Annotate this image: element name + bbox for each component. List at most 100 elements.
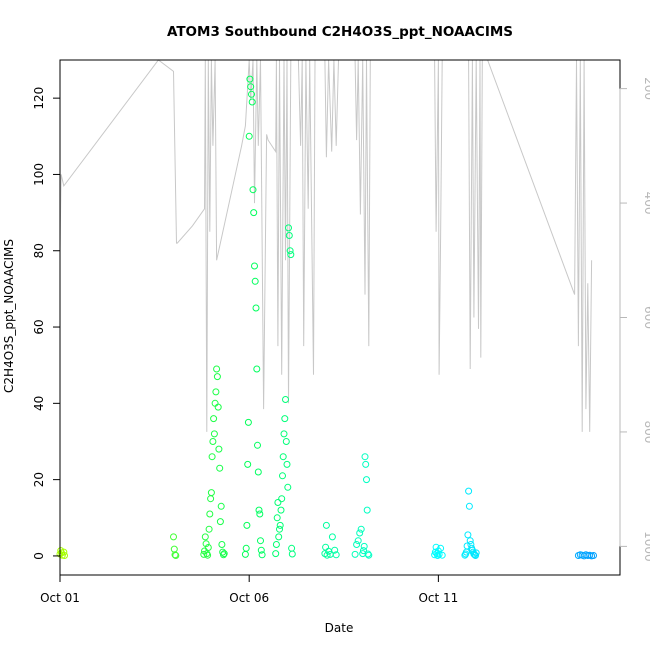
data-point (248, 90, 255, 98)
data-point (360, 547, 367, 555)
data-point (280, 430, 288, 438)
data-point (437, 544, 445, 552)
data-point (275, 533, 283, 541)
data-point (465, 502, 473, 510)
data-point (286, 247, 294, 255)
data-point (61, 552, 68, 559)
data-point (218, 541, 226, 548)
data-point (434, 552, 442, 559)
data-point (60, 548, 68, 556)
data-point (209, 438, 217, 445)
data-point (204, 551, 212, 559)
data-point (242, 544, 250, 552)
data-point (244, 418, 252, 426)
y-tick-label: 80 (32, 243, 46, 258)
data-point (328, 533, 336, 541)
y-tick-label: 40 (32, 396, 46, 411)
data-points-layer (56, 75, 597, 560)
data-point (258, 551, 266, 559)
data-point (216, 464, 224, 472)
data-point (276, 525, 283, 533)
data-point (363, 506, 371, 514)
x-tick-label: Oct 01 (40, 591, 80, 605)
data-point (464, 531, 472, 539)
data-point (282, 438, 290, 445)
data-point (254, 441, 261, 449)
data-point (243, 521, 251, 529)
data-point (288, 550, 296, 558)
data-point (281, 415, 289, 423)
data-point (251, 277, 259, 285)
data-point (206, 510, 214, 518)
data-point (256, 510, 264, 518)
y-axis: 0 20 40 60 80 100 120 (32, 87, 61, 560)
data-point (353, 541, 361, 548)
data-point (283, 460, 291, 468)
data-point (214, 403, 222, 411)
y-tick-label: 120 (32, 87, 46, 110)
data-point (213, 373, 221, 381)
data-point (257, 537, 264, 545)
y-tick-label: 100 (32, 163, 46, 186)
data-point (253, 365, 261, 373)
data-point (210, 415, 218, 423)
data-point (201, 533, 209, 541)
data-point (248, 98, 256, 106)
data-point (322, 521, 330, 529)
data-point (212, 388, 220, 396)
y-axis-label: C2H4O3S_ppt_NOAACIMS (2, 239, 16, 393)
y-tick-label: 20 (32, 472, 46, 487)
y-tick-label: 60 (32, 319, 46, 334)
data-point (249, 186, 257, 194)
data-point (254, 468, 262, 476)
data-point (362, 460, 370, 468)
data-point (284, 483, 292, 491)
data-point (361, 453, 369, 461)
data-point (172, 552, 180, 559)
data-point (438, 551, 446, 559)
chart-title: ATOM3 Southbound C2H4O3S_ppt_NOAACIMS (167, 24, 513, 40)
data-point (274, 499, 282, 506)
data-point (465, 487, 473, 495)
data-point (471, 551, 479, 559)
x-axis: Oct 01 Oct 06 Oct 11 (40, 574, 458, 605)
data-point (472, 549, 480, 557)
data-point (257, 546, 265, 554)
data-point (272, 550, 280, 558)
data-point (252, 304, 260, 312)
data-point (466, 537, 474, 545)
data-point (207, 489, 215, 497)
data-point (255, 506, 263, 514)
data-point (365, 551, 373, 559)
data-point (171, 551, 179, 559)
data-point (287, 251, 295, 259)
data-point (276, 521, 284, 529)
data-point (285, 232, 293, 239)
x-tick-label: Oct 06 (229, 591, 269, 605)
data-point (246, 75, 254, 83)
data-point (245, 132, 253, 140)
y-tick-label: 0 (32, 552, 46, 560)
data-point (205, 525, 213, 533)
data-point (208, 453, 216, 461)
data-point (216, 518, 224, 526)
data-point (217, 502, 225, 510)
right-tick-label: 1000 (642, 531, 650, 562)
data-point (215, 445, 223, 453)
right-tick-label: 800 (642, 420, 650, 443)
data-point (360, 542, 368, 550)
data-point (200, 550, 208, 558)
data-point (170, 533, 177, 541)
data-point (273, 514, 281, 522)
data-point (272, 541, 280, 548)
data-point (204, 544, 212, 551)
data-point (332, 551, 340, 559)
data-point (282, 396, 289, 403)
data-point (364, 550, 372, 558)
right-tick-label: 200 (642, 77, 650, 100)
data-point (279, 472, 286, 480)
x-tick-label: Oct 11 (418, 591, 458, 605)
data-point (323, 551, 331, 559)
data-point (331, 546, 339, 554)
